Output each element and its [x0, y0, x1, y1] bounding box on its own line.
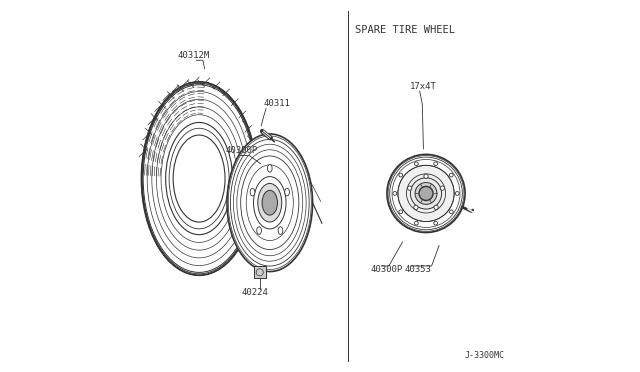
Circle shape: [449, 210, 453, 214]
Text: 40353: 40353: [405, 265, 432, 274]
Circle shape: [434, 162, 438, 166]
Ellipse shape: [173, 135, 225, 222]
Circle shape: [393, 192, 397, 195]
Text: 40311: 40311: [264, 99, 291, 108]
Circle shape: [399, 173, 403, 177]
Circle shape: [415, 221, 418, 225]
Circle shape: [399, 210, 403, 214]
Bar: [254, 266, 266, 278]
Circle shape: [414, 205, 418, 209]
Ellipse shape: [141, 82, 257, 275]
Text: SPARE TIRE WHEEL: SPARE TIRE WHEEL: [355, 25, 454, 35]
Ellipse shape: [258, 183, 282, 222]
Circle shape: [398, 165, 454, 222]
Circle shape: [415, 183, 437, 204]
Ellipse shape: [285, 188, 289, 196]
Circle shape: [424, 174, 428, 179]
Circle shape: [415, 162, 418, 166]
Text: J-3300MC: J-3300MC: [464, 351, 504, 360]
Circle shape: [449, 173, 453, 177]
Ellipse shape: [262, 190, 278, 215]
Ellipse shape: [257, 227, 262, 234]
Ellipse shape: [250, 188, 255, 196]
Ellipse shape: [278, 227, 283, 234]
Circle shape: [434, 205, 438, 209]
Ellipse shape: [227, 134, 312, 272]
Text: 40224: 40224: [241, 288, 268, 296]
Circle shape: [440, 186, 445, 190]
Text: 40312M: 40312M: [178, 51, 210, 60]
Circle shape: [408, 186, 412, 190]
Ellipse shape: [268, 164, 272, 172]
Text: 40300P: 40300P: [225, 146, 257, 155]
Circle shape: [434, 221, 438, 225]
Text: 40300P: 40300P: [370, 265, 403, 274]
Circle shape: [410, 178, 442, 209]
Circle shape: [419, 186, 433, 201]
Circle shape: [456, 192, 459, 195]
Circle shape: [387, 154, 465, 232]
Text: 17x4T: 17x4T: [410, 82, 437, 91]
